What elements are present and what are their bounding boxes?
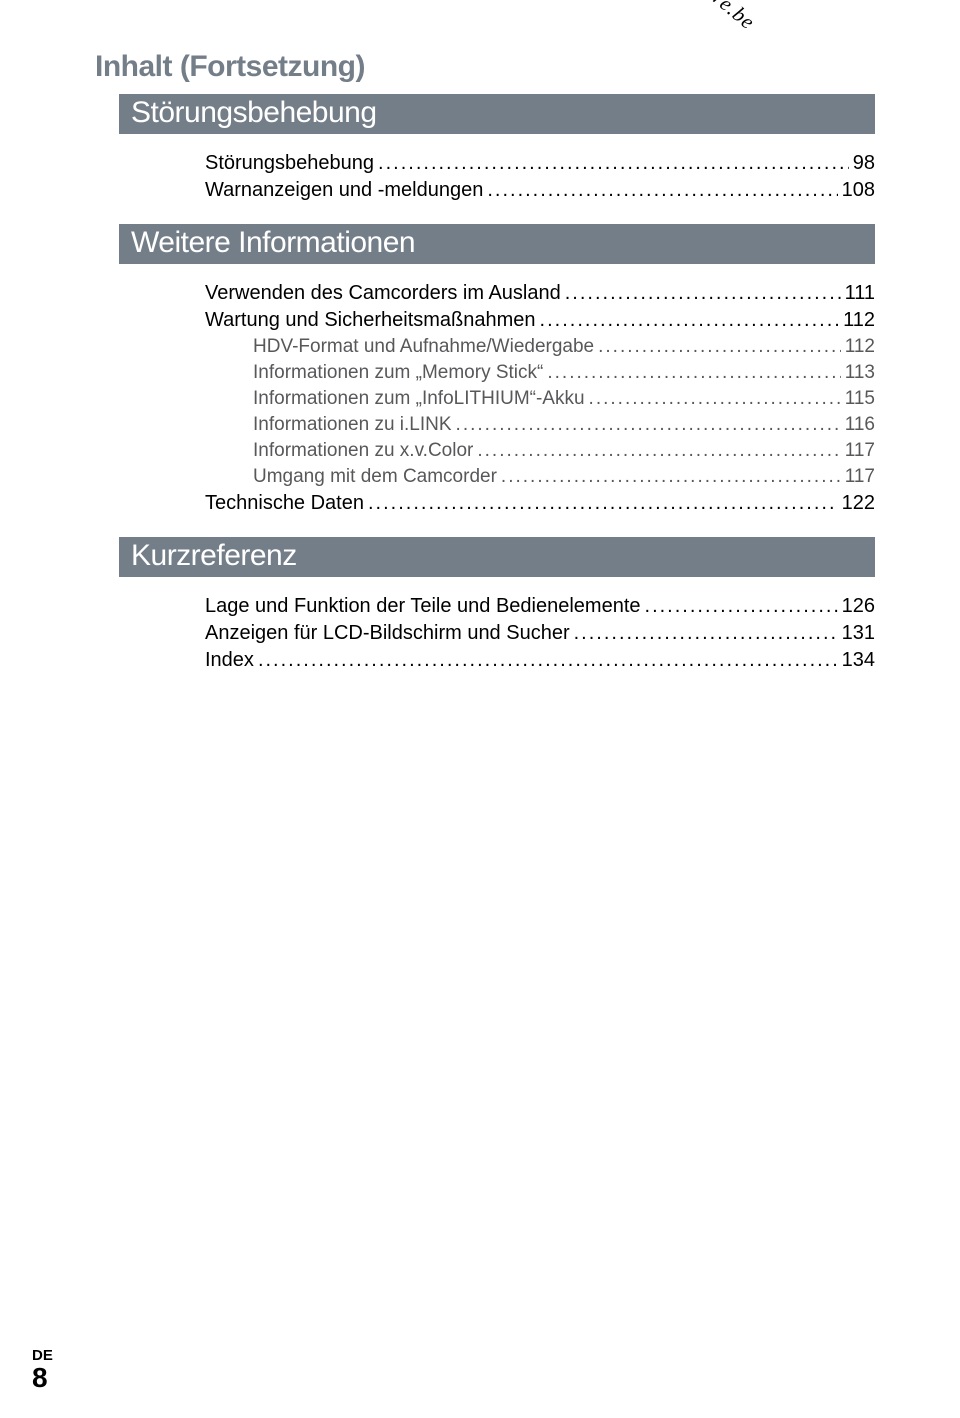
toc-page-number: 117: [845, 440, 875, 462]
toc-group: Störungsbehebung 98 Warnanzeigen und -meld…: [205, 152, 875, 202]
toc-page-number: 126: [842, 595, 875, 618]
section-heading: Weitere Informationen: [119, 224, 875, 264]
section-heading: Störungsbehebung: [119, 94, 875, 134]
toc-label: Technische Daten: [205, 492, 364, 515]
section-spacer: [95, 519, 875, 537]
toc-row: Technische Daten 122: [205, 492, 875, 515]
toc-leader-dots: [574, 622, 838, 645]
toc-leader-dots: [645, 595, 838, 618]
toc-leader-dots: [598, 336, 841, 358]
toc-page-number: 111: [845, 282, 875, 305]
toc-leader-dots: [565, 282, 841, 305]
toc-leader-dots: [477, 440, 840, 462]
toc-label: Informationen zum „InfoLITHIUM“-Akku: [253, 388, 585, 410]
toc-row: Informationen zum „Memory Stick“ 113: [253, 362, 875, 384]
toc-leader-dots: [540, 309, 840, 332]
toc-leader-dots: [456, 414, 841, 436]
page-content: Inhalt (Fortsetzung) StörungsbehebungStö…: [0, 0, 960, 694]
toc-label: Anzeigen für LCD-Bildschirm und Sucher: [205, 622, 570, 645]
toc-row: Informationen zu x.v.Color 117: [253, 440, 875, 462]
toc-page-number: 117: [845, 466, 875, 488]
toc-page-number: 112: [843, 309, 875, 332]
toc-group: Verwenden des Camcorders im Ausland 111 Wa…: [205, 282, 875, 515]
toc-leader-dots: [487, 179, 837, 202]
toc-page-number: 115: [845, 388, 875, 410]
toc-label: Wartung und Sicherheitsmaßnahmen: [205, 309, 536, 332]
toc-row: Verwenden des Camcorders im Ausland 111: [205, 282, 875, 305]
footer-page-number: 8: [32, 1364, 53, 1392]
section-spacer: [95, 676, 875, 694]
toc-row: Wartung und Sicherheitsmaßnahmen 112: [205, 309, 875, 332]
toc-label: Lage und Funktion der Teile und Bedienel…: [205, 595, 641, 618]
toc-label: Umgang mit dem Camcorder: [253, 466, 497, 488]
toc-page-number: 108: [842, 179, 875, 202]
toc-leader-dots: [368, 492, 838, 515]
toc-page-number: 98: [853, 152, 875, 175]
toc-leader-dots: [501, 466, 841, 488]
page-footer: DE 8: [32, 1347, 53, 1392]
toc-label: Informationen zum „Memory Stick“: [253, 362, 543, 384]
toc-page-number: 134: [842, 649, 875, 672]
toc-row: Warnanzeigen und -meldungen 108: [205, 179, 875, 202]
toc-label: Verwenden des Camcorders im Ausland: [205, 282, 561, 305]
toc-label: Informationen zu x.v.Color: [253, 440, 473, 462]
continuation-title: Inhalt (Fortsetzung): [95, 50, 875, 84]
toc-row: Informationen zum „InfoLITHIUM“-Akku 115: [253, 388, 875, 410]
toc-row: HDV-Format und Aufnahme/Wiedergabe 112: [253, 336, 875, 358]
toc-row: Informationen zu i.LINK 116: [253, 414, 875, 436]
toc-label: Index: [205, 649, 254, 672]
toc-leader-dots: [378, 152, 849, 175]
toc-row: Lage und Funktion der Teile und Bedienel…: [205, 595, 875, 618]
toc-label: Warnanzeigen und -meldungen: [205, 179, 483, 202]
toc-leader-dots: [589, 388, 841, 410]
toc-row: Störungsbehebung 98: [205, 152, 875, 175]
toc-page-number: 112: [845, 336, 875, 358]
toc-group: Lage und Funktion der Teile und Bedienel…: [205, 595, 875, 672]
section-spacer: [95, 206, 875, 224]
toc-page-number: 122: [842, 492, 875, 515]
toc-label: HDV-Format und Aufnahme/Wiedergabe: [253, 336, 594, 358]
toc-row: Umgang mit dem Camcorder 117: [253, 466, 875, 488]
toc-page-number: 116: [845, 414, 875, 436]
toc-label: Informationen zu i.LINK: [253, 414, 452, 436]
toc-page-number: 131: [842, 622, 875, 645]
toc-label: Störungsbehebung: [205, 152, 374, 175]
toc-page-number: 113: [845, 362, 875, 384]
toc-leader-dots: [258, 649, 838, 672]
toc-row: Anzeigen für LCD-Bildschirm und Sucher 1…: [205, 622, 875, 645]
section-heading: Kurzreferenz: [119, 537, 875, 577]
toc-row: Index 134: [205, 649, 875, 672]
toc-leader-dots: [547, 362, 840, 384]
